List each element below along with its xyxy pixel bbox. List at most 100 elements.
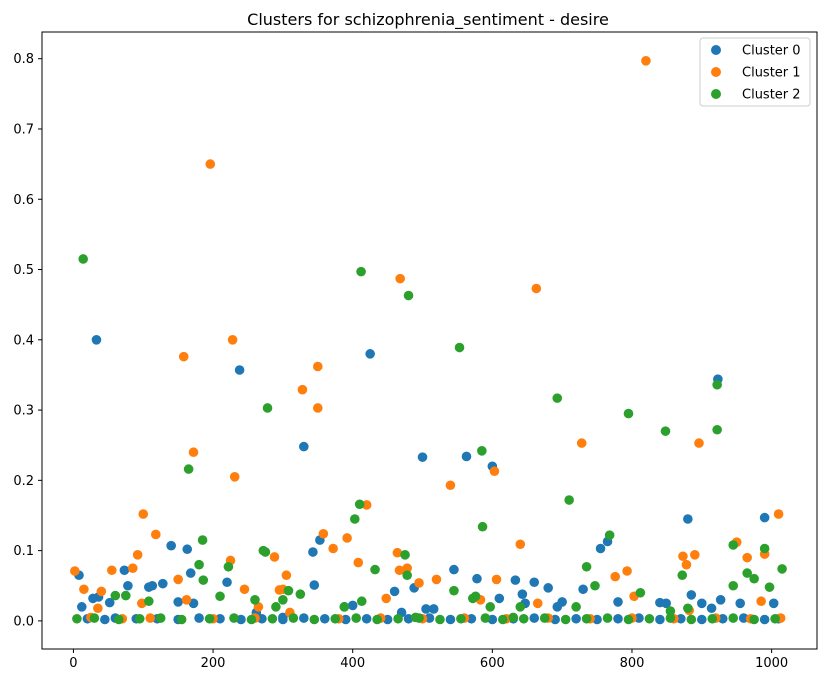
cluster-0-point	[466, 613, 477, 624]
cluster-2-point	[356, 596, 367, 607]
cluster-2-point	[72, 613, 82, 624]
cluster-2-point	[456, 613, 466, 624]
cluster-2-point	[155, 613, 166, 623]
cluster-1-point	[353, 557, 364, 568]
cluster-0-point	[717, 613, 728, 624]
legend-marker-cluster-0	[711, 45, 721, 55]
cluster-2-point	[330, 613, 341, 624]
cluster-0-point	[182, 544, 193, 555]
cluster-0-point	[340, 614, 351, 625]
cluster-1-point	[127, 563, 138, 573]
cluster-0-point	[278, 614, 288, 625]
cluster-1-point	[532, 598, 543, 609]
cluster-2-point	[198, 575, 209, 585]
cluster-2-point	[665, 606, 676, 616]
cluster-2-point	[518, 613, 529, 624]
cluster-0-point	[697, 598, 707, 609]
cluster-0-point	[157, 578, 168, 589]
cluster-0-point	[421, 604, 431, 614]
cluster-2-point	[742, 568, 752, 578]
cluster-1-point	[93, 603, 103, 614]
plot-frame	[41, 31, 818, 650]
cluster-2-point	[515, 602, 526, 612]
y-tick-label: 0.4	[13, 333, 34, 348]
cluster-2-point	[372, 614, 382, 625]
cluster-0-point	[194, 613, 204, 623]
cluster-2-point	[571, 602, 581, 612]
cluster-2-point	[712, 424, 722, 435]
y-tick-label: 0.6	[13, 193, 34, 208]
cluster-1-point	[773, 509, 784, 519]
cluster-0-point	[166, 540, 176, 551]
y-tick-label: 0.7	[13, 122, 34, 137]
cluster-0-point	[578, 584, 588, 595]
cluster-2-point	[498, 614, 508, 625]
cluster-2-point	[623, 408, 634, 419]
cluster-1-point	[756, 596, 766, 607]
cluster-2-point	[686, 614, 697, 625]
cluster-0-point	[299, 613, 309, 623]
cluster-2-point	[449, 585, 459, 596]
cluster-0-point	[655, 614, 665, 625]
legend-box	[699, 37, 811, 107]
cluster-1-point	[269, 552, 280, 562]
cluster-2-point	[288, 613, 299, 623]
cluster-2-point	[246, 614, 257, 625]
cluster-2-point	[176, 614, 187, 625]
cluster-1-point	[431, 574, 442, 585]
y-tick-label: 0.2	[13, 474, 34, 489]
cluster-2-point	[250, 595, 260, 605]
cluster-0-point	[543, 583, 553, 593]
x-tick-label: 1000	[755, 656, 788, 671]
cluster-1-point	[281, 570, 292, 581]
cluster-0-point	[571, 613, 581, 624]
cluster-0-point	[173, 597, 183, 607]
cluster-2-point	[552, 393, 563, 403]
cluster-1-point	[132, 550, 143, 560]
cluster-1-point	[402, 563, 412, 573]
cluster-0-point	[428, 604, 439, 614]
cluster-0-point	[529, 613, 540, 623]
cluster-2-point	[454, 342, 465, 353]
cluster-2-point	[204, 613, 215, 624]
cluster-2-point	[120, 590, 131, 601]
cluster-1-point	[690, 550, 700, 560]
cluster-2-point	[278, 595, 288, 605]
cluster-0-point	[299, 441, 309, 452]
y-tick-label: 0.3	[13, 404, 34, 419]
cluster-2-point	[78, 254, 88, 264]
cluster-0-point	[185, 568, 196, 578]
y-tick-label: 0.5	[13, 263, 34, 278]
cluster-2-point	[560, 614, 571, 625]
cluster-1-point	[681, 559, 692, 570]
cluster-2-point	[414, 613, 424, 623]
cluster-0-point	[697, 614, 707, 625]
cluster-1-point	[188, 447, 199, 458]
cluster-1-point	[328, 543, 338, 554]
cluster-1-point	[641, 56, 651, 66]
cluster-2-point	[134, 613, 145, 624]
cluster-0-point	[119, 565, 130, 576]
cluster-2-point	[477, 446, 487, 456]
cluster-2-point	[267, 613, 278, 624]
cluster-2-point	[403, 290, 414, 301]
cluster-1-point	[239, 584, 250, 595]
cluster-1-point	[342, 533, 352, 543]
cluster-0-point	[461, 451, 472, 462]
cluster-2-point	[402, 570, 412, 581]
cluster-2-point	[262, 403, 273, 413]
cluster-0-point	[517, 589, 528, 599]
cluster-0-point	[445, 614, 456, 625]
cluster-2-point	[223, 561, 234, 572]
cluster-1-point	[229, 472, 240, 482]
cluster-2-point	[581, 613, 592, 624]
cluster-1-point	[694, 438, 704, 448]
legend-label-cluster-1: Cluster 1	[742, 66, 801, 81]
cluster-1-point	[515, 539, 526, 550]
cluster-0-point	[215, 613, 225, 624]
cluster-2-point	[229, 613, 239, 623]
y-axis: 0.0 0.1 0.2 0.3 0.4 0.5 0.6 0.7 0.8	[13, 52, 42, 629]
cluster-2-point	[260, 547, 271, 557]
cluster-2-point	[660, 426, 671, 436]
cluster-2-point	[728, 580, 739, 591]
